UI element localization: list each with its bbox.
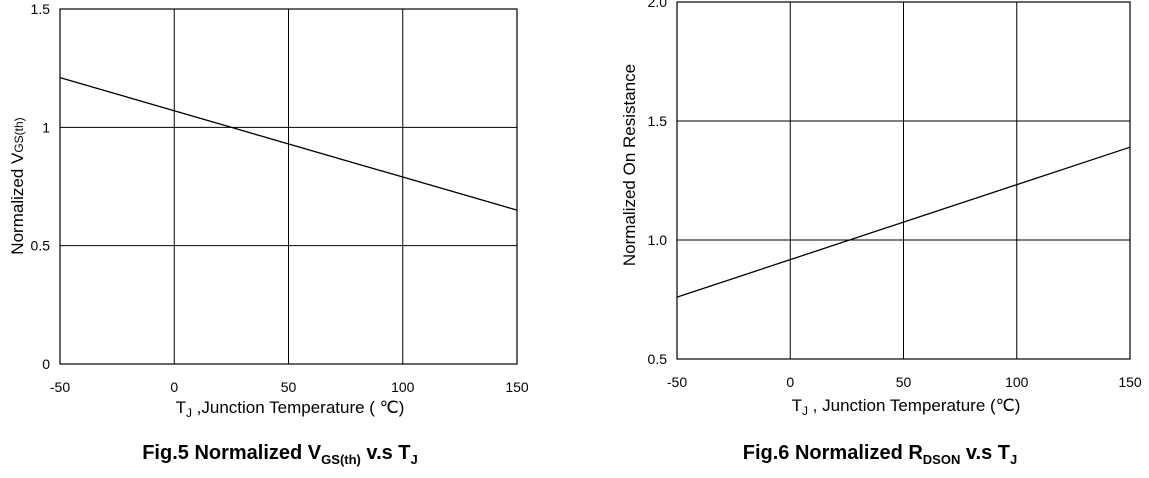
fig6-x-tick-label: -50	[667, 374, 687, 390]
fig6-x-tick-label: 150	[1118, 374, 1142, 390]
fig6-x-ticks: -50 0 50 100 150	[667, 374, 1142, 390]
fig6-x-axis-label: TJ , Junction Temperature (℃)	[792, 396, 1021, 418]
fig5-x-tick-label: 0	[170, 379, 178, 395]
fig5-series	[59, 77, 518, 211]
fig6-caption: Fig.6 Normalized RDSON v.s TJ	[743, 442, 1017, 467]
fig5-chart: -50 0 50 100 150 00.511.5 TJ ,Junction Tempe…	[8, 1, 529, 467]
fig5-y-ticks: 0 0.5 1 1.5	[31, 1, 51, 372]
fig6-gridlines	[676, 1, 1131, 360]
fig6-y-tick-label: 1.0	[648, 232, 668, 248]
fig6-plot-frame	[676, 1, 1131, 360]
fig6-y-tick-label: 2.0	[648, 0, 668, 10]
fig5-y-tick-label: 1.5	[31, 1, 51, 17]
fig6-x-tick-label: 50	[896, 374, 912, 390]
fig5-y-tick-label: 0.5	[31, 238, 51, 254]
fig6-y-tick-label: 0.5	[648, 351, 668, 367]
fig5-gridlines	[59, 8, 518, 365]
fig5-x-axis-label: TJ ,Junction Temperature ( ℃)	[176, 398, 405, 420]
fig5-x-tick-label: 150	[505, 379, 529, 395]
fig6-y-tick-label: 1.5	[648, 113, 668, 129]
fig5-x-tick-label: 50	[281, 379, 297, 395]
fig6-y-axis-label: Normalized On Resistance	[620, 64, 639, 266]
fig6-x-tick-label: 100	[1005, 374, 1029, 390]
fig6-series	[676, 146, 1131, 298]
fig5-x-ticks: -50 0 50 100 150	[50, 379, 529, 395]
fig6-x-tick-label: 0	[786, 374, 794, 390]
fig6-series-line	[676, 146, 1131, 298]
fig5-x-tick-label: 100	[391, 379, 415, 395]
fig5-y-tick-label: 0	[42, 356, 50, 372]
fig5-plot-frame	[59, 8, 518, 365]
fig6-y-ticks: 0.5 1.0 1.5 2.0	[648, 0, 668, 367]
fig5-x-tick-label: -50	[50, 379, 70, 395]
fig5-y-tick-label: 1	[42, 119, 50, 135]
fig5-series-line	[59, 77, 518, 211]
fig6-chart: -50 0 50 100 150 0.5 1.0 1.5 2.0 TJ , Junction …	[620, 0, 1142, 467]
fig5-caption: Fig.5 Normalized VGS(th) v.s TJ	[142, 442, 418, 467]
fig5-y-axis-label: Normalized VGS(th)	[8, 117, 27, 254]
